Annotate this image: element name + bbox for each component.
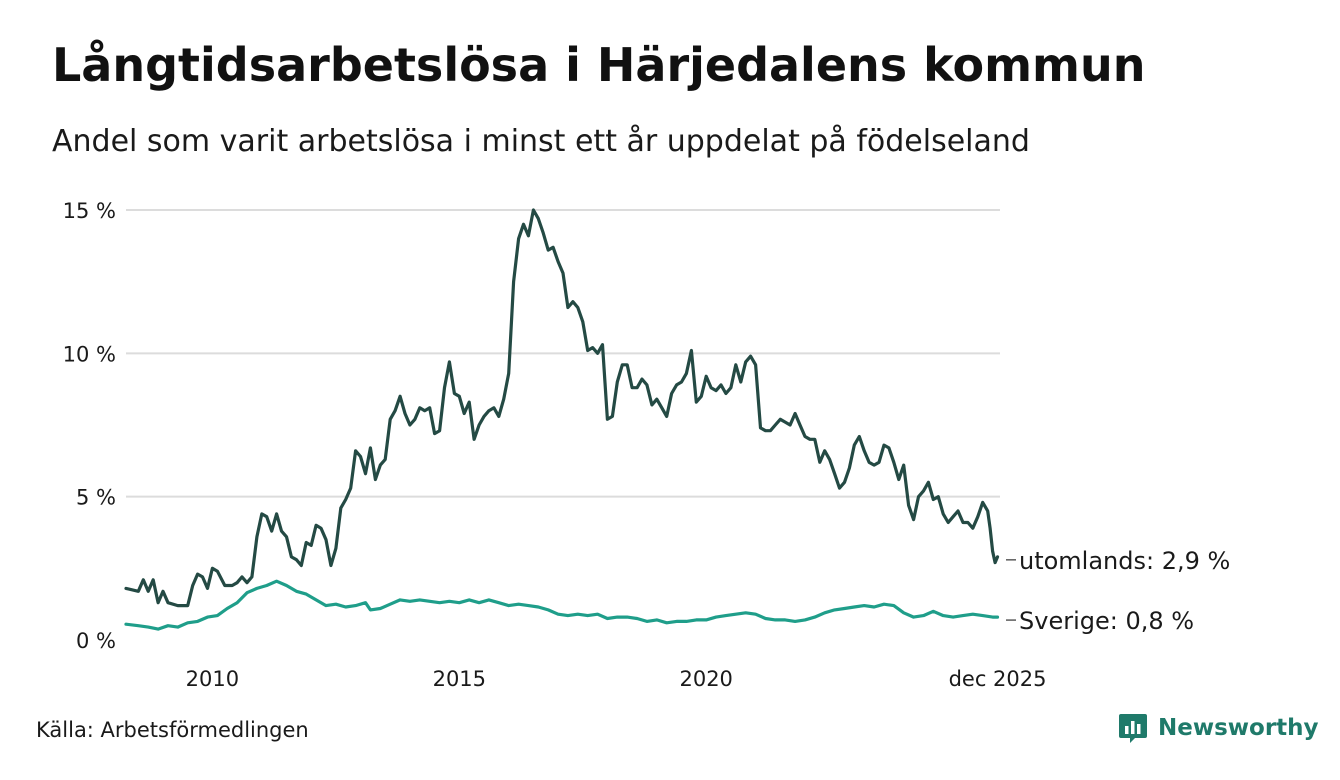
brand-logo[interactable]: Newsworthy <box>1118 712 1319 744</box>
y-axis-ticks: 0 % 5 % 10 % 15 % <box>63 199 116 653</box>
x-tick-label: 2020 <box>679 667 732 691</box>
y-tick-label: 10 % <box>63 342 116 366</box>
brand-name: Newsworthy <box>1158 715 1319 741</box>
y-tick-label: 15 % <box>63 199 116 223</box>
x-tick-label: 2010 <box>186 667 239 691</box>
y-tick-label: 0 % <box>76 629 116 653</box>
series-line-utomlands <box>124 208 1000 608</box>
y-tick-label: 5 % <box>76 486 116 510</box>
x-axis-ticks: 2010 2015 2020 dec 2025 <box>186 667 1047 691</box>
x-tick-label: 2015 <box>433 667 486 691</box>
series-end-label-utomlands: utomlands: 2,9 % <box>1019 547 1230 575</box>
series-layer <box>124 208 1000 631</box>
newsworthy-logo-icon <box>1119 714 1147 743</box>
series-line-sverige <box>124 579 1000 631</box>
page-subtitle: Andel som varit arbetslösa i minst ett å… <box>52 124 1030 159</box>
grid-layer <box>126 209 1000 498</box>
x-tick-label: dec 2025 <box>949 667 1047 691</box>
source-note: Källa: Arbetsförmedlingen <box>36 718 309 742</box>
series-end-label-sverige: Sverige: 0,8 % <box>1019 607 1194 635</box>
page-title: Långtidsarbetslösa i Härjedalens kommun <box>52 38 1146 92</box>
series-end-labels: utomlands: 2,9 % Sverige: 0,8 % <box>1006 547 1230 635</box>
